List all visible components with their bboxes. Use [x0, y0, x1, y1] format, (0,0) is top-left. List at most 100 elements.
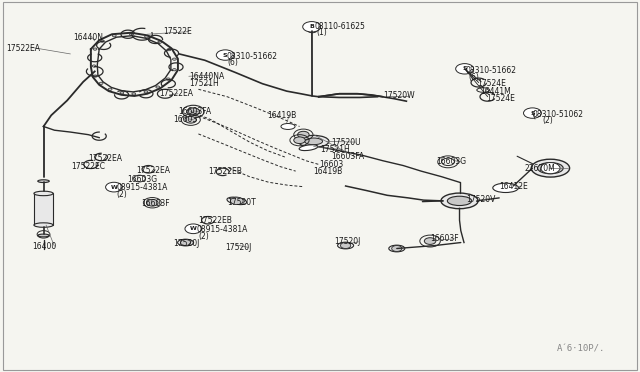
Circle shape	[167, 49, 171, 51]
Circle shape	[108, 88, 112, 90]
Circle shape	[456, 64, 474, 74]
Circle shape	[158, 41, 161, 43]
Text: 16419B: 16419B	[268, 111, 297, 120]
Text: 22670M: 22670M	[525, 164, 556, 173]
Circle shape	[307, 27, 317, 33]
Circle shape	[294, 137, 305, 144]
Circle shape	[106, 182, 122, 192]
Text: 08310-51662: 08310-51662	[227, 52, 278, 61]
Circle shape	[298, 131, 309, 138]
Circle shape	[92, 65, 96, 67]
Text: 16412E: 16412E	[499, 182, 528, 190]
Circle shape	[173, 58, 177, 60]
Circle shape	[180, 240, 191, 246]
Text: 16603FA: 16603FA	[332, 153, 365, 161]
Text: 17524E: 17524E	[486, 94, 515, 103]
Circle shape	[99, 82, 103, 84]
Circle shape	[216, 50, 234, 60]
Text: A´6·10P/.: A´6·10P/.	[557, 344, 605, 353]
Text: 17520J: 17520J	[334, 237, 360, 246]
Text: (2): (2)	[116, 190, 127, 199]
Circle shape	[541, 163, 560, 174]
Ellipse shape	[538, 163, 563, 174]
Text: 16603G: 16603G	[127, 175, 157, 184]
Ellipse shape	[493, 183, 518, 193]
Text: (6): (6)	[468, 73, 479, 81]
Ellipse shape	[38, 180, 49, 183]
Ellipse shape	[299, 145, 318, 151]
Text: 17522EA: 17522EA	[136, 166, 170, 174]
Circle shape	[93, 48, 97, 50]
Circle shape	[173, 69, 177, 71]
Text: 16603G: 16603G	[436, 157, 467, 166]
Text: (2): (2)	[543, 116, 554, 125]
Circle shape	[185, 116, 196, 123]
Text: 17522E: 17522E	[163, 27, 192, 36]
Circle shape	[166, 78, 170, 80]
Text: 08915-4381A: 08915-4381A	[116, 183, 168, 192]
Ellipse shape	[298, 135, 329, 147]
Text: S: S	[223, 52, 228, 58]
Circle shape	[145, 36, 148, 38]
Text: 16603: 16603	[319, 160, 343, 169]
Circle shape	[144, 91, 148, 93]
Text: 08110-61625: 08110-61625	[315, 22, 365, 31]
Text: 17522EB: 17522EB	[198, 216, 232, 225]
Text: 16603FA: 16603FA	[178, 107, 211, 116]
Ellipse shape	[447, 196, 472, 205]
Text: 16400: 16400	[32, 242, 56, 251]
Text: 17520V: 17520V	[466, 195, 495, 203]
Text: 16419B: 16419B	[314, 167, 343, 176]
Circle shape	[147, 199, 158, 206]
FancyBboxPatch shape	[34, 193, 53, 225]
Ellipse shape	[34, 191, 53, 196]
Circle shape	[93, 75, 97, 77]
Text: 16440NA: 16440NA	[189, 72, 224, 81]
Text: (2): (2)	[198, 232, 209, 241]
Text: 17520T: 17520T	[227, 198, 256, 207]
Circle shape	[120, 92, 124, 94]
Circle shape	[113, 35, 116, 37]
Text: 16603: 16603	[173, 115, 197, 124]
Circle shape	[392, 246, 402, 251]
Text: 17521H: 17521H	[320, 145, 349, 154]
Text: (6): (6)	[228, 58, 239, 67]
Text: 17520W: 17520W	[383, 92, 414, 100]
Text: (1): (1)	[317, 28, 328, 37]
Ellipse shape	[338, 242, 354, 249]
Text: S: S	[530, 110, 535, 116]
Text: 17522EC: 17522EC	[72, 162, 106, 171]
Ellipse shape	[38, 234, 49, 237]
Text: 08310-51662: 08310-51662	[465, 66, 516, 75]
Circle shape	[185, 224, 202, 234]
Ellipse shape	[178, 239, 193, 246]
Circle shape	[340, 243, 351, 248]
Text: 16441M: 16441M	[480, 87, 511, 96]
Ellipse shape	[389, 245, 405, 252]
Text: 17522EA: 17522EA	[88, 154, 122, 163]
Text: S: S	[462, 66, 467, 71]
Text: 17521H: 17521H	[189, 79, 218, 88]
Circle shape	[424, 238, 436, 244]
Circle shape	[230, 197, 243, 205]
Circle shape	[129, 33, 133, 35]
Text: W: W	[111, 185, 117, 190]
Circle shape	[303, 22, 321, 32]
Ellipse shape	[305, 138, 323, 145]
Circle shape	[524, 108, 541, 118]
Text: 16603F: 16603F	[430, 234, 459, 243]
Text: 17522EA: 17522EA	[159, 89, 193, 98]
Text: 17524E: 17524E	[477, 79, 506, 88]
Circle shape	[187, 108, 200, 115]
Circle shape	[156, 86, 159, 88]
Text: 17522EB: 17522EB	[208, 167, 242, 176]
Ellipse shape	[281, 124, 295, 129]
Ellipse shape	[34, 223, 53, 227]
Ellipse shape	[441, 193, 478, 209]
Text: 17520J: 17520J	[173, 239, 199, 248]
Text: W: W	[190, 226, 196, 231]
Ellipse shape	[531, 159, 570, 177]
Circle shape	[100, 40, 104, 42]
Text: 16440N: 16440N	[74, 33, 104, 42]
Text: 17520J: 17520J	[225, 243, 252, 252]
